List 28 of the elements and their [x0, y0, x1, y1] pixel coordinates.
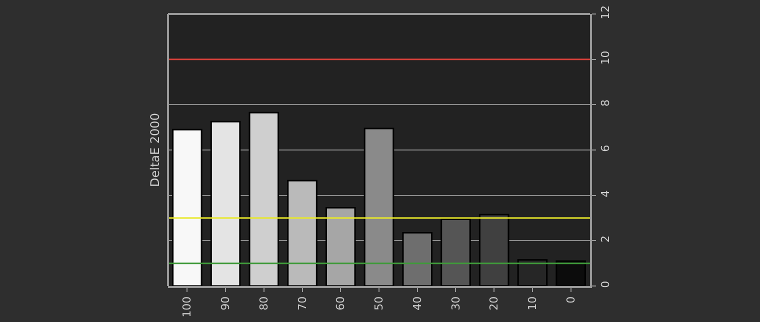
- bar: [440, 218, 471, 286]
- x-tick-label: 40: [410, 296, 424, 310]
- x-tick-label: 100: [180, 296, 194, 318]
- y-tick-label: 4: [599, 190, 612, 198]
- bar: [402, 232, 432, 286]
- x-tick-label: 50: [372, 296, 386, 310]
- bar: [556, 260, 586, 286]
- y-tick-label: 6: [599, 144, 612, 152]
- y-tick-label: 0: [599, 280, 612, 288]
- bar: [172, 128, 202, 286]
- bar: [326, 207, 356, 286]
- x-tick-label: 60: [334, 296, 348, 310]
- x-tick-label: 90: [219, 296, 232, 310]
- x-tick-label: 80: [257, 296, 270, 310]
- y-tick-label: 8: [599, 100, 612, 107]
- x-tick-label: 30: [449, 296, 462, 310]
- bar: [248, 112, 280, 286]
- y-tick-label: 2: [599, 236, 612, 243]
- x-tick-label: 10: [526, 296, 540, 310]
- x-tick-label: 20: [488, 296, 501, 310]
- x-tick-label: 70: [296, 296, 309, 310]
- y-axis-title: DeltaE 2000: [148, 113, 162, 187]
- bar: [287, 180, 318, 286]
- bar: [478, 214, 510, 286]
- y-tick-label: 12: [599, 5, 612, 20]
- bar: [210, 120, 241, 286]
- y-tick-label: 10: [599, 50, 612, 65]
- x-tick-label: 0: [564, 296, 578, 304]
